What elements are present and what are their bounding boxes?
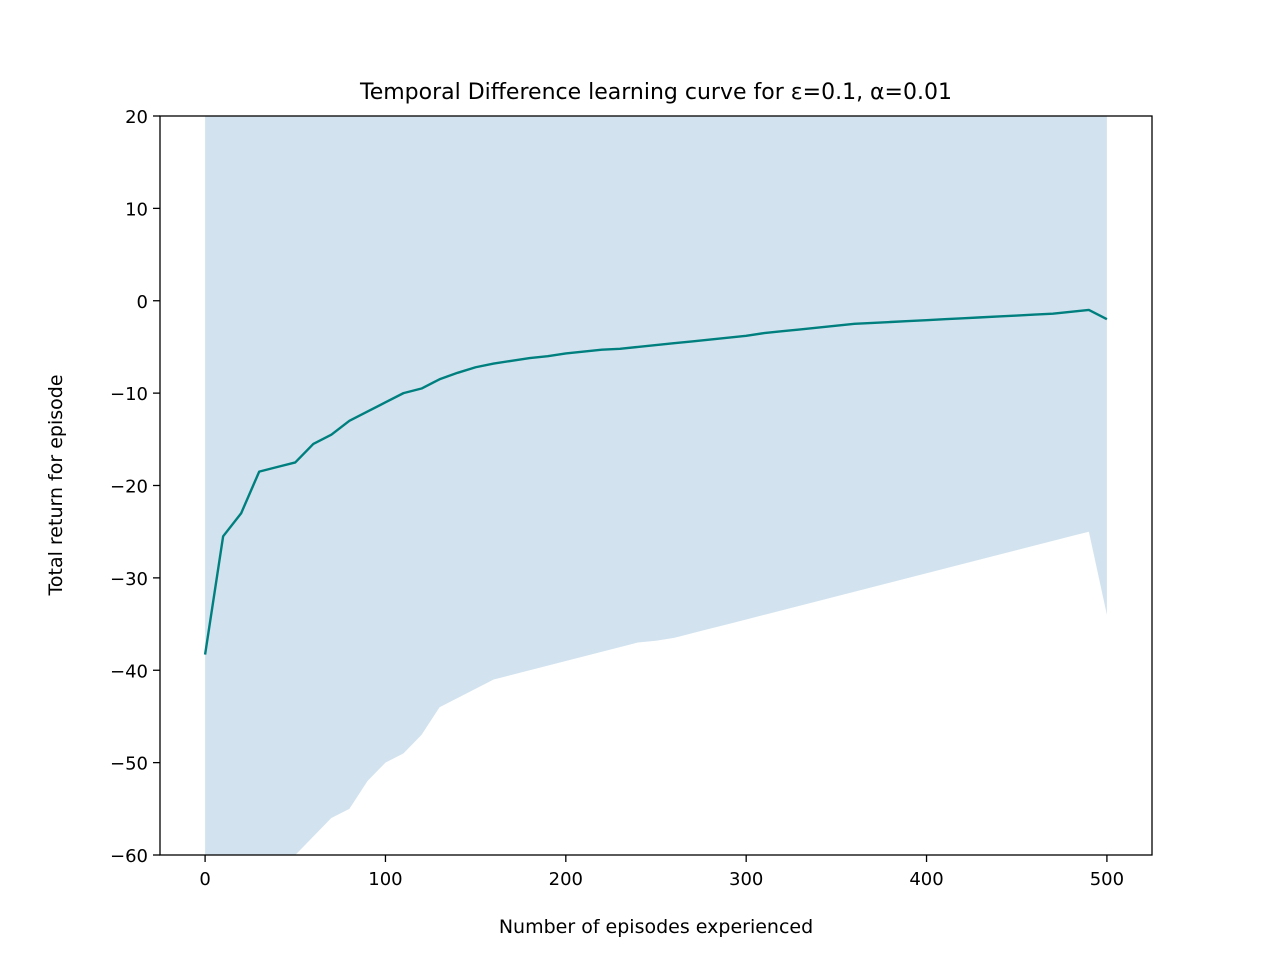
x-tick-label: 0 — [199, 869, 210, 890]
x-tick-label: 200 — [549, 869, 583, 890]
x-tick-label: 100 — [368, 869, 402, 890]
y-tick-label: −40 — [110, 661, 148, 682]
y-tick-label: −50 — [110, 754, 148, 775]
x-axis: 0 100 200 300 400 500 — [199, 855, 1124, 890]
spread-band — [205, 116, 1107, 855]
x-tick-label: 500 — [1090, 869, 1124, 890]
x-tick-label: 400 — [909, 869, 943, 890]
y-axis-label: Total return for episode — [45, 374, 67, 596]
x-tick-label: 300 — [729, 869, 763, 890]
plot-area — [203, 116, 1108, 855]
y-tick-label: −60 — [110, 846, 148, 867]
y-tick-label: −10 — [110, 384, 148, 405]
x-axis-label: Number of episodes experienced — [499, 916, 813, 938]
y-tick-label: 10 — [125, 199, 148, 220]
y-axis: −60 −50 −40 −30 −20 −10 0 10 20 — [110, 107, 160, 867]
y-tick-label: −30 — [110, 569, 148, 590]
y-tick-label: 0 — [137, 292, 148, 313]
y-tick-label: −20 — [110, 477, 148, 498]
chart-title: Temporal Difference learning curve for ε… — [359, 80, 952, 105]
y-tick-label: 20 — [125, 107, 148, 128]
series-line — [203, 308, 1108, 655]
